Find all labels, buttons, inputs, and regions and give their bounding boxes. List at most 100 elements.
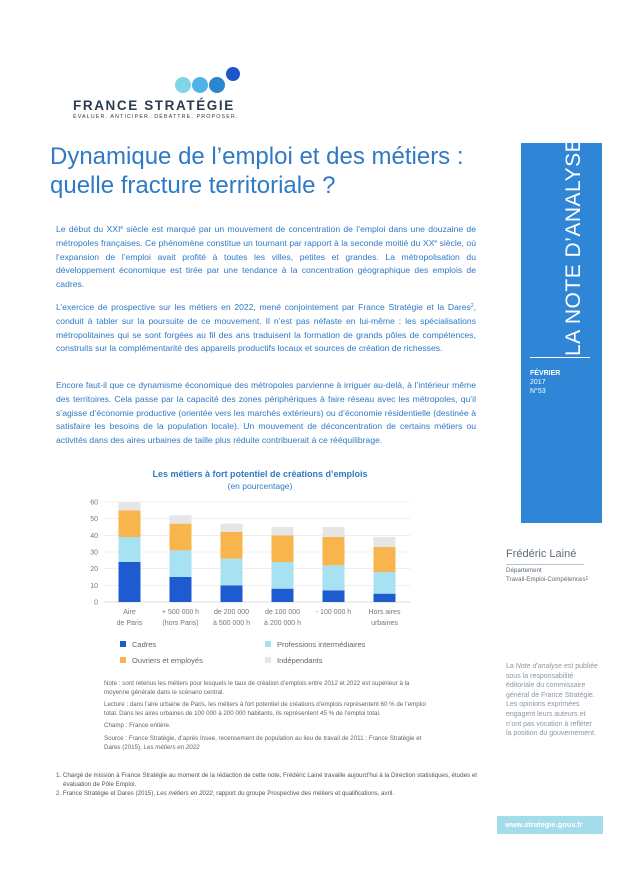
p1-text-a: Le début du XXI bbox=[56, 224, 121, 234]
y-tick-label: 50 bbox=[90, 516, 98, 523]
bar-segment bbox=[373, 593, 396, 602]
bar-segment bbox=[373, 537, 396, 547]
legend-swatch-professions bbox=[265, 641, 271, 647]
bar-segment bbox=[118, 562, 141, 602]
legend-swatch-cadres bbox=[120, 641, 126, 647]
series-label: LA NOTE D’ANALYSE bbox=[524, 138, 600, 356]
footnote-2-b: , rapport du groupe Prospective des méti… bbox=[212, 789, 395, 797]
logo-tagline: ÉVALUER. ANTICIPER. DÉBATTRE. PROPOSER. bbox=[73, 114, 239, 120]
author-footnote-ref: 1 bbox=[585, 575, 589, 582]
bar-segment bbox=[373, 547, 396, 572]
x-tick-label: Hors aires bbox=[369, 609, 401, 616]
p2-text-a: L’exercice de prospective sur les métier… bbox=[56, 302, 471, 312]
chart-note: Note : sont retenus les métiers pour les… bbox=[104, 680, 410, 696]
bar-segment bbox=[322, 565, 345, 591]
publish-b: est publiée sous la responsabilité édito… bbox=[506, 663, 598, 738]
footnote-2: 2. France Stratégie et Dares (2015), Les… bbox=[56, 790, 486, 799]
chart-title: Les métiers à fort potentiel de création… bbox=[152, 469, 368, 479]
sidebar-band bbox=[521, 143, 602, 523]
chart-notes: Note : sont retenus les métiers pour les… bbox=[104, 680, 426, 756]
x-tick-label: à 500 000 h bbox=[213, 620, 250, 627]
p1-text-c: siècle, où l’expansion de l’emploi avait… bbox=[56, 237, 476, 290]
chart-legend: Cadres Professions intermédiaires Ouvrie… bbox=[120, 640, 440, 670]
p2-footnote-ref: 2 bbox=[470, 303, 474, 309]
bar-segment bbox=[118, 502, 141, 511]
bar-segment bbox=[373, 572, 396, 594]
author-department: Département Travail-Emploi-Compétences1 bbox=[506, 567, 606, 584]
bar-segment bbox=[169, 515, 192, 524]
source-text: Source : France Stratégie, d’après Insee… bbox=[104, 734, 422, 751]
y-tick-label: 60 bbox=[90, 500, 98, 507]
intro-paragraph-1: Le début du XXIe siècle est marqué par u… bbox=[56, 223, 476, 292]
bar-segment bbox=[169, 523, 192, 551]
publication-notice: La Note d’analyse est publiée sous la re… bbox=[506, 662, 598, 739]
bar-segment bbox=[169, 577, 192, 602]
issue-year: 2017 bbox=[530, 379, 546, 386]
legend-swatch-independants bbox=[265, 657, 271, 663]
source-title: Les métiers en 2022 bbox=[143, 743, 200, 751]
logo-dot bbox=[175, 77, 191, 93]
bar-segment bbox=[220, 532, 243, 559]
bar-segment bbox=[271, 535, 294, 562]
chart-source: Source : France Stratégie, d’après Insee… bbox=[104, 735, 426, 752]
bar-segment bbox=[220, 558, 243, 586]
intro-paragraph-3: Encore faut-il que ce dynamisme économiq… bbox=[56, 380, 476, 446]
legend-professions-intermediaires: Professions intermédiaires bbox=[265, 640, 365, 649]
bar-segment bbox=[220, 523, 243, 532]
x-tick-label: (hors Paris) bbox=[162, 620, 198, 627]
logo-dots bbox=[175, 67, 240, 93]
publish-a: La bbox=[506, 663, 516, 670]
bar-segment bbox=[220, 585, 243, 602]
title-line-2: quelle fracture territoriale ? bbox=[50, 172, 336, 199]
legend-label-ouvriers: Ouvriers et employés bbox=[132, 656, 203, 665]
legend-label-independants: Indépendants bbox=[277, 656, 323, 665]
footnotes: 1. Chargé de mission à France Stratégie … bbox=[56, 772, 486, 798]
legend-ouvriers-employes: Ouvriers et employés bbox=[120, 656, 203, 665]
p1-sup-2: e bbox=[434, 238, 438, 245]
author-divider bbox=[506, 564, 584, 565]
logo-dot bbox=[226, 67, 240, 81]
y-tick-label: 30 bbox=[90, 550, 98, 557]
x-tick-label: Aire bbox=[123, 609, 136, 616]
bar-segment bbox=[118, 510, 141, 537]
legend-label-professions: Professions intermédiaires bbox=[277, 640, 366, 649]
website-url[interactable]: www.strategie.gouv.fr bbox=[505, 820, 583, 829]
bar-segment bbox=[271, 527, 294, 536]
legend-cadres: Cadres bbox=[120, 640, 156, 649]
y-tick-label: 0 bbox=[94, 600, 98, 607]
y-tick-label: 40 bbox=[90, 533, 98, 540]
publish-title: Note d’analyse bbox=[515, 663, 563, 670]
title-line-1: Dynamique de l’emploi et des métiers : bbox=[50, 143, 464, 170]
bar-segment bbox=[169, 550, 192, 577]
chart-champ: Champ : France entière. bbox=[104, 722, 171, 730]
author-dept-line-1: Département bbox=[506, 567, 542, 574]
chart-lecture: Lecture : dans l’aire urbaine de Paris, … bbox=[104, 701, 426, 717]
y-tick-label: 20 bbox=[90, 566, 98, 573]
series-label-text: LA NOTE D’ANALYSE bbox=[562, 137, 585, 356]
logo-dot bbox=[209, 77, 225, 93]
website-link[interactable]: www.strategie.gouv.fr bbox=[497, 816, 603, 834]
footnote-2-title: Les métiers en 2022 bbox=[156, 789, 213, 797]
legend-label-cadres: Cadres bbox=[132, 640, 157, 649]
logo-dot bbox=[192, 77, 208, 93]
author-name: Frédéric Lainé bbox=[506, 548, 577, 560]
author-dept-line-2: Travail-Emploi-Compétences bbox=[506, 575, 586, 583]
x-tick-label: de Paris bbox=[117, 620, 143, 627]
footnote-2-a: 2. France Stratégie et Dares (2015), bbox=[56, 789, 157, 797]
footnote-1: 1. Chargé de mission à France Stratégie … bbox=[56, 772, 477, 788]
issue-month: FÉVRIER bbox=[530, 370, 561, 377]
legend-independants: Indépendants bbox=[265, 656, 322, 665]
legend-swatch-ouvriers bbox=[120, 657, 126, 663]
p1-sup-1: e bbox=[120, 225, 124, 231]
bar-segment bbox=[322, 590, 345, 602]
bar-segment bbox=[271, 562, 294, 589]
y-tick-label: 10 bbox=[90, 583, 98, 590]
bar-segment bbox=[118, 537, 141, 562]
p1-text-b: siècle est marqué par un mouvement de co… bbox=[56, 224, 476, 248]
logo-name: FRANCE STRATÉGIE bbox=[73, 98, 235, 113]
bar-segment bbox=[322, 527, 345, 537]
stacked-bar-chart: 0 10 20 30 40 50 60 Aire de Paris + 500 000 h (hor… bbox=[90, 500, 410, 627]
page-title: Dynamique de l’emploi et des métiers : q… bbox=[50, 142, 490, 200]
p2-text-b: , conduit à tabler sur la poursuite de c… bbox=[56, 302, 476, 354]
bar-segment bbox=[271, 588, 294, 602]
